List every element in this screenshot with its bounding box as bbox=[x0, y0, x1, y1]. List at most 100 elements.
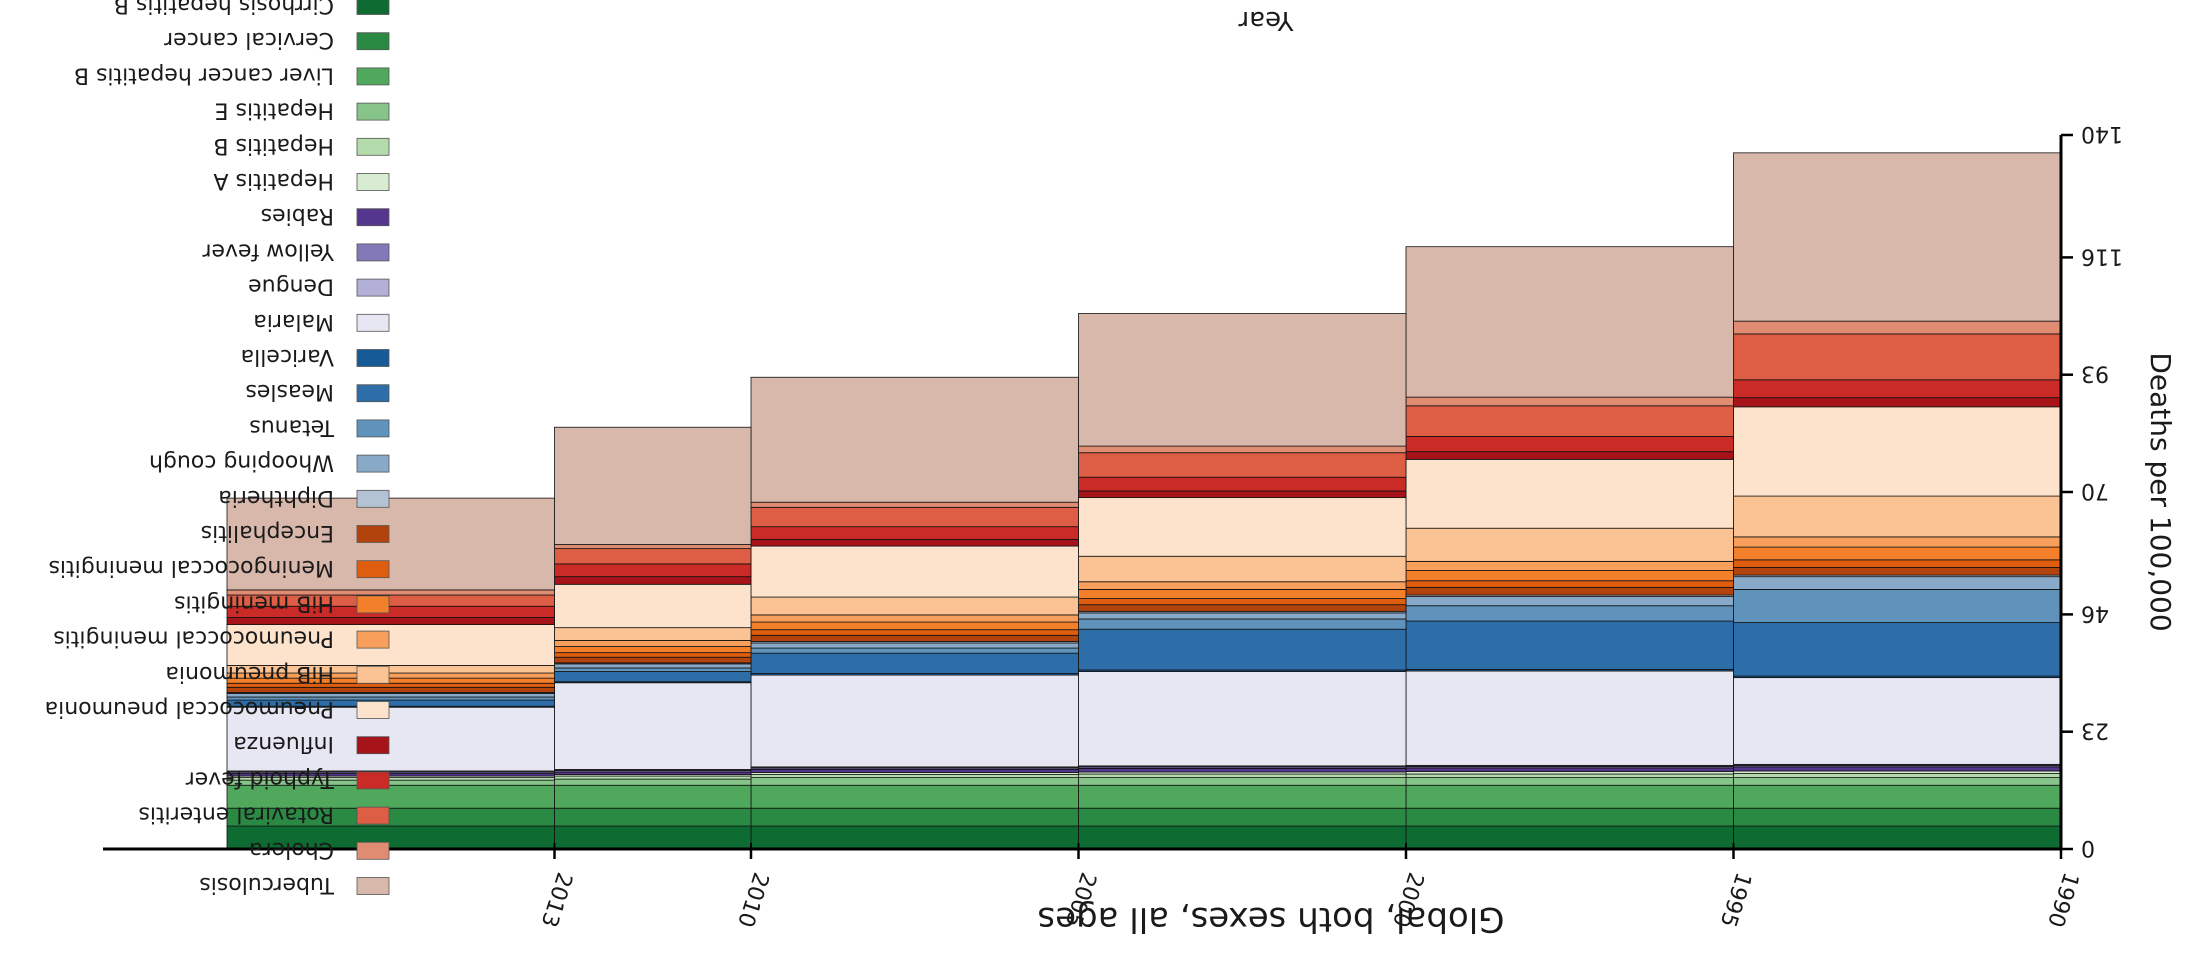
area-segment-liver-cancer-hepatitis-b-2010 bbox=[554, 784, 752, 809]
area-segment-encephalitis-2010 bbox=[554, 656, 752, 664]
area-segment-encephalitis-2000 bbox=[1078, 604, 1407, 612]
area-segment-hepatitis-b-2000 bbox=[1078, 773, 1407, 779]
y-tick-label-46: 46 bbox=[2081, 600, 2109, 625]
area-segment-pneumococcal-meningitis-2010 bbox=[554, 640, 752, 647]
area-segment-tetanus-2010 bbox=[554, 667, 752, 672]
area-segment-typhoid-fever-2005 bbox=[750, 526, 1079, 540]
area-segment-pneumococcal-pneumonia-1995 bbox=[1405, 458, 1734, 529]
area-segment-cholera-1995 bbox=[1405, 396, 1734, 407]
area-segment-hib-pneumonia-1995 bbox=[1405, 527, 1734, 562]
legend-label-hepatitis-b: Hepatitis B bbox=[213, 133, 334, 158]
legend-label-influenza: Influenza bbox=[233, 731, 334, 756]
area-segment-typhoid-fever-1990 bbox=[1733, 379, 2062, 399]
area-segment-cholera-2005 bbox=[750, 501, 1079, 508]
area-segment-hib-pneumonia-2010 bbox=[554, 627, 752, 641]
area-segment-hib-pneumonia-2005 bbox=[750, 596, 1079, 616]
legend-swatch-malaria bbox=[356, 313, 390, 332]
area-segment-meningococcal-meningitis-2010 bbox=[554, 652, 752, 658]
area-segment-influenza-2010 bbox=[554, 576, 752, 585]
area-segment-pneumococcal-meningitis-2005 bbox=[750, 614, 1079, 623]
legend-swatch-dengue bbox=[356, 278, 390, 297]
legend-swatch-rabies bbox=[356, 208, 390, 227]
area-segment-hepatitis-b-2005 bbox=[750, 774, 1079, 779]
area-segment-whooping-cough-1995 bbox=[1405, 596, 1734, 607]
area-segment-hepatitis-b-1995 bbox=[1405, 773, 1734, 779]
legend-swatch-cirrhosis-hepatitis-b bbox=[356, 0, 390, 15]
area-segment-cholera-2000 bbox=[1078, 445, 1407, 454]
legend-swatch-liver-cancer-hepatitis-b bbox=[356, 67, 390, 86]
area-segment-tuberculosis-1990 bbox=[1733, 152, 2062, 322]
area-segment-tuberculosis-2000 bbox=[1078, 313, 1407, 447]
legend-label-yellow-fever: Yellow fever bbox=[201, 238, 335, 263]
area-segment-hib-meningitis-2005 bbox=[750, 621, 1079, 631]
area-segment-pneumococcal-meningitis-1990 bbox=[1733, 536, 2062, 548]
area-segment-meningococcal-meningitis-1990 bbox=[1733, 559, 2062, 568]
legend-label-liver-cancer-hepatitis-b: Liver cancer hepatitis B bbox=[74, 62, 334, 87]
area-segment-encephalitis-1995 bbox=[1405, 586, 1734, 596]
area-segment-cervical-cancer-2005 bbox=[750, 807, 1079, 827]
legend-swatch-varicella bbox=[356, 349, 390, 367]
area-segment-cervical-cancer-1995 bbox=[1405, 807, 1734, 827]
area-segment-influenza-2013 bbox=[226, 617, 555, 626]
area-segment-typhoid-fever-2010 bbox=[554, 563, 752, 578]
area-segment-rotaviral-enteritis-1990 bbox=[1733, 333, 2062, 381]
area-segment-tuberculosis-2013 bbox=[226, 497, 555, 591]
area-segment-malaria-2013 bbox=[226, 706, 555, 772]
y-ticks: 0 23 46 70 93 116 140 bbox=[2061, 121, 2123, 860]
area-segment-malaria-2000 bbox=[1078, 671, 1407, 767]
area-segment-whooping-cough-1990 bbox=[1733, 576, 2062, 590]
area-segment-measles-1990 bbox=[1733, 622, 2062, 677]
area-segment-pneumococcal-pneumonia-2013 bbox=[226, 624, 555, 666]
area-segment-meningococcal-meningitis-2000 bbox=[1078, 598, 1407, 606]
legend-label-measles: Measles bbox=[245, 379, 334, 404]
legend-swatch-meningococcal-meningitis bbox=[356, 560, 390, 579]
legend-label-pneumococcal-meningitis: Pneumococcal meningitis bbox=[53, 626, 334, 651]
area-segment-tuberculosis-2005 bbox=[750, 376, 1079, 503]
area-segment-cirrhosis-hepatitis-b-2000 bbox=[1078, 825, 1407, 850]
stacked-areas bbox=[226, 152, 2062, 850]
area-segment-influenza-2000 bbox=[1078, 490, 1407, 499]
area-segment-pneumococcal-pneumonia-2000 bbox=[1078, 497, 1407, 557]
area-segment-rotaviral-enteritis-1995 bbox=[1405, 405, 1734, 437]
legend-swatch-measles bbox=[356, 384, 390, 403]
area-segment-meningococcal-meningitis-1995 bbox=[1405, 580, 1734, 588]
area-segment-malaria-2005 bbox=[750, 674, 1079, 768]
area-segment-malaria-1995 bbox=[1405, 670, 1734, 766]
area-segment-cirrhosis-hepatitis-b-1990 bbox=[1733, 825, 2062, 850]
legend-label-hib-meningitis: HiB meningitis bbox=[174, 590, 334, 615]
area-segment-encephalitis-1990 bbox=[1733, 567, 2062, 576]
legend-swatch-tuberculosis bbox=[356, 877, 390, 895]
legend-swatch-rotaviral-enteritis bbox=[356, 806, 390, 825]
area-segment-hib-meningitis-1995 bbox=[1405, 570, 1734, 582]
area-segment-typhoid-fever-1995 bbox=[1405, 436, 1734, 453]
x-tick-label-2013: 2013 bbox=[535, 869, 576, 930]
legend-label-whooping-cough: Whooping cough bbox=[149, 450, 334, 475]
legend-swatch-pneumococcal-pneumonia bbox=[356, 701, 390, 719]
area-segment-liver-cancer-hepatitis-b-1995 bbox=[1405, 784, 1734, 809]
legend-label-cirrhosis-hepatitis-b: Cirrhosis hepatitis B bbox=[114, 0, 334, 17]
area-segment-tuberculosis-1995 bbox=[1405, 246, 1734, 398]
area-segment-measles-2005 bbox=[750, 652, 1079, 674]
area-segment-rotaviral-enteritis-2000 bbox=[1078, 452, 1407, 478]
legend-swatch-tetanus bbox=[356, 419, 390, 438]
area-segment-tetanus-1990 bbox=[1733, 589, 2062, 623]
legend-swatch-diphtheria bbox=[356, 489, 390, 508]
area-segment-hepatitis-e-1990 bbox=[1733, 777, 2062, 786]
area-segment-cholera-2010 bbox=[554, 544, 752, 550]
legend-label-encephalitis: Encephalitis bbox=[201, 520, 334, 545]
area-segment-hepatitis-b-1990 bbox=[1733, 773, 2062, 779]
area-segment-measles-2000 bbox=[1078, 628, 1407, 671]
legend-label-meningococcal-meningitis: Meningococcal meningitis bbox=[48, 555, 334, 580]
area-segment-hib-pneumonia-1990 bbox=[1733, 495, 2062, 538]
legend-swatch-cervical-cancer bbox=[356, 32, 390, 51]
legend-swatch-yellow-fever bbox=[356, 243, 390, 262]
area-segment-rabies-1995 bbox=[1405, 767, 1734, 772]
area-segment-hepatitis-e-2010 bbox=[554, 778, 752, 786]
area-segment-pneumococcal-pneumonia-1990 bbox=[1733, 406, 2062, 497]
area-segment-tetanus-2005 bbox=[750, 647, 1079, 654]
legend-label-rotaviral-enteritis: Rotaviral enteritis bbox=[138, 802, 334, 827]
legend-swatch-hib-meningitis bbox=[356, 595, 390, 614]
legend-swatch-hib-pneumonia bbox=[356, 665, 390, 684]
